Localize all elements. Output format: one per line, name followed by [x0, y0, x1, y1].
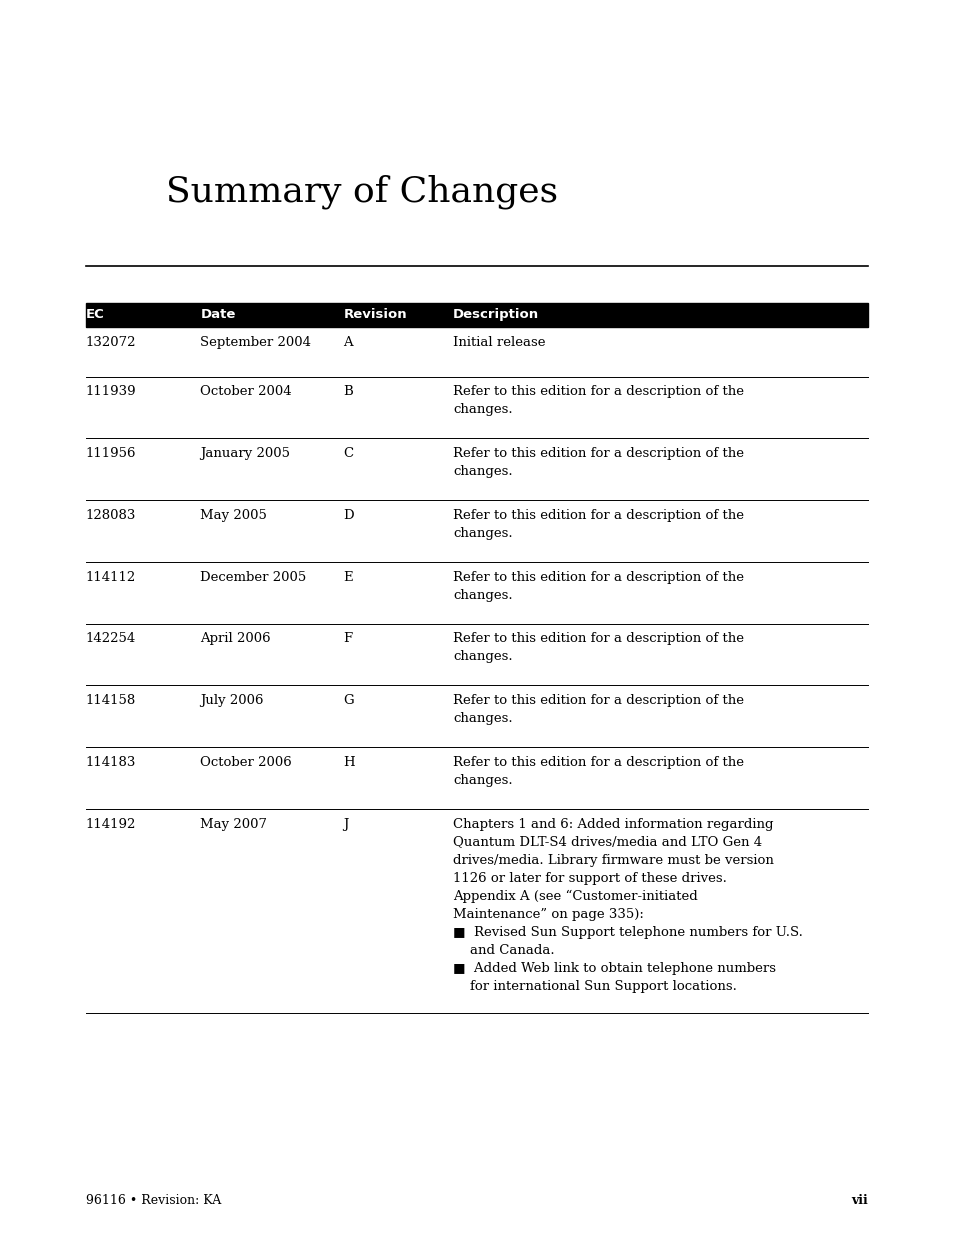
Text: Refer to this edition for a description of the
changes.: Refer to this edition for a description …	[453, 447, 743, 478]
Text: B: B	[343, 385, 353, 399]
Text: Refer to this edition for a description of the
changes.: Refer to this edition for a description …	[453, 632, 743, 663]
Text: vii: vii	[850, 1194, 867, 1207]
Text: 128083: 128083	[86, 509, 136, 522]
FancyBboxPatch shape	[86, 303, 867, 327]
Text: 142254: 142254	[86, 632, 136, 646]
Text: Description: Description	[453, 309, 538, 321]
Text: Refer to this edition for a description of the
changes.: Refer to this edition for a description …	[453, 385, 743, 416]
Text: Initial release: Initial release	[453, 336, 545, 350]
Text: 114158: 114158	[86, 694, 136, 708]
Text: 96116 • Revision: KA: 96116 • Revision: KA	[86, 1194, 221, 1207]
Text: October 2006: October 2006	[200, 756, 292, 769]
Text: September 2004: September 2004	[200, 336, 311, 350]
Text: Chapters 1 and 6: Added information regarding
Quantum DLT-S4 drives/media and LT: Chapters 1 and 6: Added information rega…	[453, 818, 802, 993]
Text: Refer to this edition for a description of the
changes.: Refer to this edition for a description …	[453, 756, 743, 787]
Text: October 2004: October 2004	[200, 385, 292, 399]
Text: 111939: 111939	[86, 385, 136, 399]
Text: Date: Date	[200, 309, 235, 321]
Text: Refer to this edition for a description of the
changes.: Refer to this edition for a description …	[453, 571, 743, 601]
Text: 114112: 114112	[86, 571, 136, 584]
Text: H: H	[343, 756, 355, 769]
Text: G: G	[343, 694, 354, 708]
Text: D: D	[343, 509, 354, 522]
Text: F: F	[343, 632, 353, 646]
Text: Summary of Changes: Summary of Changes	[166, 174, 558, 209]
Text: C: C	[343, 447, 354, 461]
Text: December 2005: December 2005	[200, 571, 306, 584]
Text: January 2005: January 2005	[200, 447, 290, 461]
Text: J: J	[343, 818, 349, 831]
Text: Revision: Revision	[343, 309, 407, 321]
Text: May 2005: May 2005	[200, 509, 267, 522]
Text: 132072: 132072	[86, 336, 136, 350]
Text: April 2006: April 2006	[200, 632, 271, 646]
Text: July 2006: July 2006	[200, 694, 264, 708]
Text: A: A	[343, 336, 353, 350]
Text: 114183: 114183	[86, 756, 136, 769]
Text: May 2007: May 2007	[200, 818, 267, 831]
Text: Refer to this edition for a description of the
changes.: Refer to this edition for a description …	[453, 509, 743, 540]
Text: 111956: 111956	[86, 447, 136, 461]
Text: EC: EC	[86, 309, 105, 321]
Text: 114192: 114192	[86, 818, 136, 831]
Text: Refer to this edition for a description of the
changes.: Refer to this edition for a description …	[453, 694, 743, 725]
Text: E: E	[343, 571, 353, 584]
